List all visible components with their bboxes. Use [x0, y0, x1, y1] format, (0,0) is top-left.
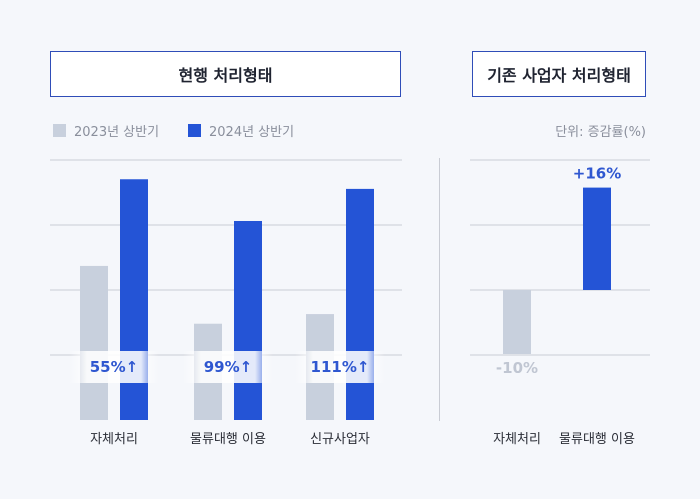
bar-2024 [346, 188, 374, 420]
existing-business-title: 기존 사업자 처리형태 [472, 51, 646, 97]
growth-rate-label: 99%↑ [183, 351, 273, 383]
category-label: 신규사업자 [310, 432, 370, 447]
existing-business-chart: -10% 자체처리 +16% 물류대행 이용 [470, 159, 650, 447]
positive-bar [583, 187, 611, 290]
growth-rate-label: 55%↑ [69, 351, 159, 383]
category-label: 자체처리 [493, 432, 541, 447]
category-label: 자체처리 [90, 432, 138, 447]
negative-bar [503, 290, 531, 354]
unit-label: 단위: 증감률(%) [555, 125, 646, 140]
growth-rate-label: 111%↑ [295, 351, 385, 383]
bar-2024 [120, 179, 148, 420]
legend-label-2023: 2023년 상반기 [74, 125, 160, 140]
bar-2023 [80, 265, 108, 420]
legend-swatch-2023 [53, 124, 66, 137]
category-label: 물류대행 이용 [190, 431, 266, 447]
legend-label-2024: 2024년 상반기 [209, 125, 295, 140]
change-value-label: -10% [496, 359, 538, 377]
current-processing-chart: 자체처리 물류대행 이용 신규사업자 [50, 159, 402, 447]
legend-item-2023: 2023년 상반기 [53, 121, 159, 140]
category-label: 물류대행 이용 [559, 431, 635, 447]
bar-2024 [234, 220, 262, 420]
chart-divider [439, 158, 440, 421]
change-value-label: +16% [573, 165, 621, 183]
legend-swatch-2024 [188, 124, 201, 137]
legend-item-2024: 2024년 상반기 [188, 121, 294, 140]
current-processing-title: 현행 처리형태 [50, 51, 401, 97]
